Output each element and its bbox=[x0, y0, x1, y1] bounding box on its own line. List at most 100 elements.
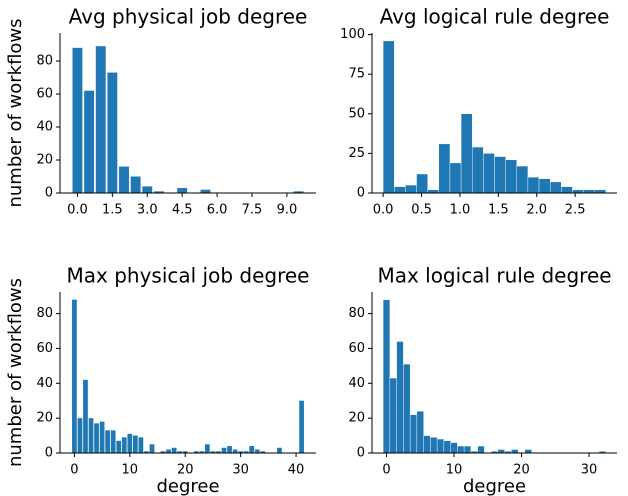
bar bbox=[95, 46, 106, 193]
bar bbox=[238, 451, 243, 453]
bar bbox=[403, 363, 411, 454]
bar bbox=[77, 418, 83, 453]
bar bbox=[193, 451, 199, 453]
x-tick-label: 0.0 bbox=[67, 203, 88, 218]
bar bbox=[84, 90, 95, 193]
y-tick-label: 75 bbox=[348, 67, 365, 82]
y-tick-label: 100 bbox=[340, 27, 365, 42]
bar bbox=[144, 451, 149, 453]
bar bbox=[199, 451, 205, 453]
bar bbox=[105, 430, 111, 453]
bar bbox=[389, 377, 397, 454]
bar bbox=[249, 446, 255, 453]
x-axis-label: degree bbox=[463, 476, 526, 496]
bar bbox=[430, 437, 438, 454]
bar bbox=[232, 449, 238, 453]
bar bbox=[494, 156, 506, 194]
bar bbox=[182, 451, 188, 453]
bar bbox=[436, 438, 445, 454]
bar bbox=[243, 451, 249, 453]
bar bbox=[119, 166, 129, 193]
x-tick-label: 1.5 bbox=[102, 203, 123, 218]
x-tick-label: 0 bbox=[70, 463, 78, 478]
bar bbox=[483, 153, 495, 194]
bar bbox=[460, 113, 473, 194]
y-tick-label: 25 bbox=[348, 146, 365, 161]
x-tick-label: 10 bbox=[446, 463, 463, 478]
x-tick-label: 7.5 bbox=[242, 203, 263, 218]
bar bbox=[107, 72, 118, 193]
bar bbox=[472, 146, 484, 194]
bar bbox=[538, 178, 551, 194]
bar bbox=[477, 445, 485, 454]
bar bbox=[99, 421, 105, 453]
bar bbox=[438, 143, 451, 194]
bar bbox=[130, 176, 141, 193]
bar bbox=[177, 188, 188, 193]
y-axis-label: number of workflows bbox=[5, 278, 26, 467]
bar bbox=[382, 299, 391, 454]
y-tick-label: 40 bbox=[36, 120, 53, 135]
bar bbox=[160, 451, 166, 453]
x-tick-label: 6.0 bbox=[207, 203, 228, 218]
x-tick-label: 0.5 bbox=[411, 203, 432, 218]
y-tick-label: 0 bbox=[45, 186, 53, 201]
bar bbox=[171, 447, 177, 453]
bar bbox=[216, 451, 221, 453]
subplot-title: Max logical rule degree bbox=[377, 264, 611, 288]
x-tick-label: 1.5 bbox=[488, 203, 509, 218]
bar bbox=[72, 47, 83, 193]
bar bbox=[382, 40, 395, 194]
bar bbox=[72, 299, 77, 453]
bar bbox=[277, 447, 282, 453]
x-tick-label: 20 bbox=[513, 463, 530, 478]
bar bbox=[110, 430, 116, 453]
y-tick-label: 80 bbox=[36, 54, 53, 69]
x-tick-label: 0.0 bbox=[373, 203, 394, 218]
bar bbox=[121, 437, 127, 453]
bar bbox=[409, 414, 418, 454]
x-tick-label: 20 bbox=[177, 463, 194, 478]
x-tick-label: 10 bbox=[122, 463, 139, 478]
bar bbox=[177, 451, 183, 453]
bar bbox=[200, 189, 211, 193]
bar bbox=[416, 173, 428, 194]
y-tick-label: 40 bbox=[348, 376, 365, 391]
bar bbox=[127, 433, 133, 453]
bar bbox=[449, 162, 462, 194]
bar bbox=[549, 181, 562, 194]
x-tick-label: 2.0 bbox=[526, 203, 547, 218]
bar bbox=[516, 165, 529, 194]
bar bbox=[149, 444, 155, 453]
y-tick-label: 50 bbox=[348, 106, 365, 121]
y-tick-label: 0 bbox=[357, 446, 365, 461]
y-axis-label: number of workflows bbox=[5, 18, 26, 207]
x-tick-label: 30 bbox=[232, 463, 249, 478]
bar bbox=[260, 451, 266, 453]
subplot-title: Avg physical job degree bbox=[69, 5, 308, 29]
y-tick-label: 40 bbox=[36, 376, 53, 391]
x-tick-label: 0 bbox=[382, 463, 390, 478]
x-axis-label: degree bbox=[156, 476, 219, 496]
x-tick-label: 9.0 bbox=[277, 203, 298, 218]
bar bbox=[227, 446, 232, 453]
bar bbox=[443, 440, 451, 454]
bar bbox=[153, 191, 164, 193]
bar bbox=[133, 435, 138, 453]
bar bbox=[511, 449, 519, 454]
bar bbox=[94, 423, 99, 453]
bar bbox=[416, 410, 424, 454]
bar bbox=[142, 186, 153, 193]
y-tick-label: 20 bbox=[348, 411, 365, 426]
y-tick-label: 0 bbox=[357, 186, 365, 201]
x-tick-label: 3.0 bbox=[137, 203, 158, 218]
bar bbox=[396, 341, 404, 454]
bar bbox=[293, 191, 304, 193]
bar bbox=[254, 449, 260, 453]
bar bbox=[138, 437, 144, 453]
y-tick-label: 60 bbox=[348, 341, 365, 356]
bar bbox=[463, 445, 472, 454]
subplot-title: Avg logical rule degree bbox=[380, 5, 610, 29]
y-tick-label: 20 bbox=[36, 153, 53, 168]
